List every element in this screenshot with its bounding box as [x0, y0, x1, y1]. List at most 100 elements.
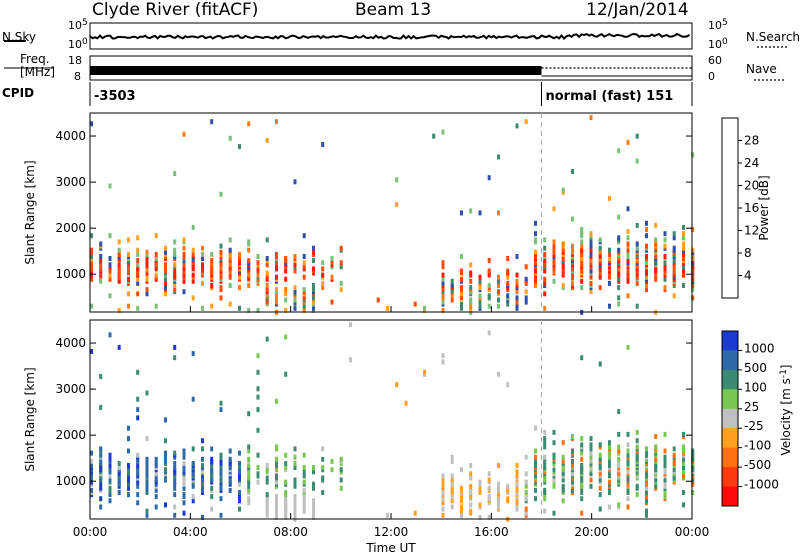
velocity-cell — [469, 463, 473, 468]
power-cell — [524, 119, 528, 125]
velocity-cell — [293, 481, 297, 487]
velocity-cell — [654, 456, 658, 462]
power-cell — [487, 175, 491, 181]
power-cell — [635, 222, 639, 228]
velocity-colorbar-swatch — [722, 428, 738, 449]
power-cell — [515, 123, 519, 129]
velocity-cell — [265, 512, 269, 518]
power-cell — [460, 268, 463, 274]
velocity-cell — [626, 431, 630, 437]
power-cell — [497, 289, 500, 295]
velocity-cell — [210, 446, 214, 452]
velocity-cell — [552, 440, 556, 446]
time-tick-label: 04:00 — [173, 525, 208, 539]
velocity-cell — [663, 448, 667, 454]
velocity-cell — [238, 475, 241, 481]
power-cell — [191, 272, 195, 278]
velocity-cell — [173, 479, 177, 485]
power-cell — [487, 293, 491, 299]
power-cell — [441, 287, 445, 293]
velocity-cell — [635, 438, 639, 444]
power-cell — [201, 251, 204, 257]
velocity-cell — [524, 471, 528, 477]
velocity-cell — [635, 429, 639, 435]
power-cell — [552, 258, 556, 264]
velocity-cell — [571, 487, 574, 493]
velocity-cell — [552, 483, 556, 489]
power-cell — [663, 237, 667, 243]
power-cell — [330, 299, 334, 305]
velocity-cell — [672, 446, 676, 452]
velocity-cell — [256, 471, 260, 477]
velocity-cell — [201, 481, 204, 487]
power-cell — [238, 144, 241, 150]
power-cell — [645, 254, 648, 259]
velocity-cell — [191, 446, 195, 452]
velocity-cell — [293, 461, 297, 466]
power-cell — [663, 276, 667, 282]
power-cell — [663, 231, 667, 237]
velocity-cell — [460, 508, 463, 514]
velocity-cell — [598, 456, 602, 462]
power-cell — [645, 283, 648, 288]
power-cell — [293, 305, 297, 311]
velocity-cell — [136, 415, 140, 421]
time-tick-label: 12:00 — [374, 525, 409, 539]
velocity-cell — [515, 498, 519, 504]
power-colorbar-tick-label: 20 — [744, 179, 759, 193]
velocity-colorbar-tick-label: -1000 — [744, 478, 779, 492]
velocity-cell — [608, 479, 611, 485]
velocity-cell — [201, 446, 204, 452]
freq-right-tick-top: 60 — [708, 54, 722, 67]
velocity-cell — [154, 461, 158, 466]
power-cell — [506, 256, 510, 261]
velocity-cell — [617, 431, 621, 437]
velocity-cell — [617, 409, 621, 415]
power-cell — [552, 239, 556, 245]
velocity-cell — [284, 371, 288, 377]
power-cell — [543, 276, 547, 282]
power-cell — [663, 260, 667, 266]
velocity-cell — [626, 344, 630, 350]
power-cell — [330, 260, 334, 266]
power-cell — [201, 280, 204, 286]
power-cell — [312, 295, 315, 301]
power-cell — [228, 258, 232, 264]
power-cell — [515, 278, 519, 284]
velocity-cell — [293, 500, 297, 506]
velocity-cell — [117, 465, 121, 471]
power-cell — [608, 195, 611, 201]
velocity-cell — [219, 512, 223, 518]
power-cell — [284, 297, 288, 303]
power-cell — [598, 266, 602, 272]
power-cell — [515, 303, 519, 309]
power-cell — [691, 295, 695, 301]
power-cell — [293, 179, 297, 185]
velocity-cell — [238, 490, 241, 495]
velocity-cell — [284, 496, 288, 502]
power-cell — [626, 139, 630, 145]
power-colorbar-tick-label: 4 — [744, 269, 752, 283]
power-cell — [469, 303, 473, 309]
velocity-cell — [626, 448, 630, 454]
power-cell — [626, 206, 630, 212]
velocity-cell — [90, 450, 93, 456]
velocity-cell — [663, 467, 667, 473]
velocity-cell — [608, 458, 611, 464]
power-cell — [580, 262, 584, 268]
power-cell — [626, 293, 630, 299]
velocity-cell — [571, 458, 574, 464]
power-cell — [247, 121, 251, 127]
power-cell — [219, 243, 223, 249]
power-cell — [571, 247, 574, 253]
velocity-cell — [626, 487, 630, 493]
power-cell — [90, 247, 93, 253]
power-cell — [626, 235, 630, 241]
power-cell — [478, 303, 482, 309]
velocity-cell — [164, 438, 167, 444]
velocity-cell — [256, 353, 260, 359]
power-cell — [302, 260, 306, 266]
velocity-ytick-label: 3000 — [55, 382, 86, 396]
velocity-cell — [127, 425, 130, 431]
cpid-label: CPID — [2, 86, 35, 100]
